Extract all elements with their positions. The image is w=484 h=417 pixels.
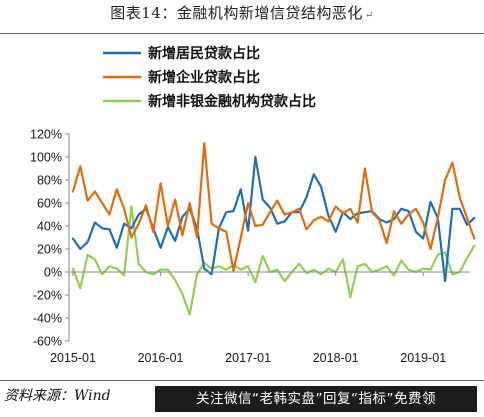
paragraph-mark-icon: ↵ xyxy=(364,10,374,21)
y-tick-label: 80% xyxy=(37,174,62,188)
bottom-rule xyxy=(0,380,484,381)
y-tick-label: 20% xyxy=(37,243,62,257)
source-note: 资料来源：Wind xyxy=(4,388,111,404)
top-rule xyxy=(0,33,484,34)
x-tick-label: 2015-01 xyxy=(50,351,96,365)
y-tick-label: 60% xyxy=(37,197,62,211)
legend-label: 新增非银金融机构贷款占比 xyxy=(148,93,316,110)
promo-banner: 关注微信“老韩实盘”回复“指标”免费领 xyxy=(155,386,477,412)
x-tick-label: 2018-01 xyxy=(313,351,359,365)
x-tick-label: 2019-01 xyxy=(400,351,446,365)
y-axis: -60% -40% -20% 0% 20% 40% 60% 80% 100% 120% xyxy=(30,128,70,349)
legend-label: 新增居民贷款占比 xyxy=(148,45,260,62)
series-line xyxy=(71,205,476,316)
legend-label: 新增企业贷款占比 xyxy=(148,69,260,86)
x-axis: 2015-01 2016-01 2017-01 2018-01 2019-01 xyxy=(50,271,470,365)
series-line xyxy=(71,142,476,272)
y-tick-label: 40% xyxy=(37,220,62,234)
plot-area xyxy=(71,142,476,316)
x-tick-label: 2017-01 xyxy=(225,351,271,365)
y-tick-label: 100% xyxy=(30,151,62,165)
y-tick-label: 0% xyxy=(44,266,62,280)
y-tick-label: -60% xyxy=(33,335,62,349)
y-tick-label: -20% xyxy=(33,289,62,303)
y-tick-label: -40% xyxy=(33,312,62,326)
figure-title-text: 图表14：金融机构新增信贷结构恶化 xyxy=(110,4,363,22)
figure-title: 图表14：金融机构新增信贷结构恶化 ↵ xyxy=(0,2,484,23)
y-tick-label: 120% xyxy=(30,128,62,142)
x-tick-label: 2016-01 xyxy=(138,351,184,365)
series-line xyxy=(71,155,476,283)
